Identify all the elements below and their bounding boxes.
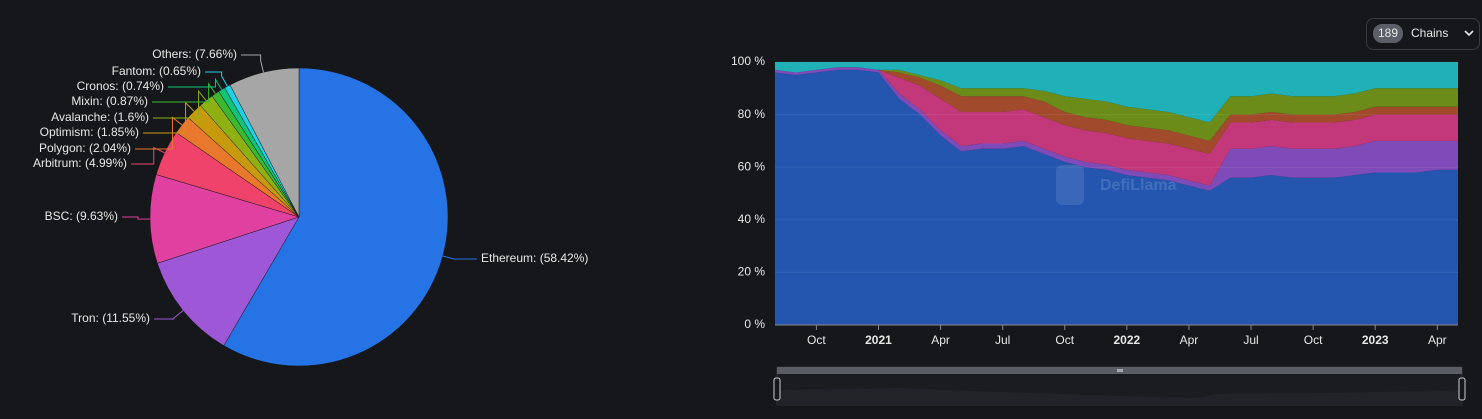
x-tick-label: Apr [1180, 333, 1199, 347]
chains-count: 189 [1378, 26, 1398, 40]
slice-label: BSC: (9.63%) [45, 209, 118, 223]
x-tick-label: Oct [807, 333, 826, 347]
slice-label: Fantom: (0.65%) [112, 64, 201, 78]
y-tick-label: 20 % [738, 265, 766, 279]
x-tick-label: Oct [1055, 333, 1074, 347]
x-tick-label: 2023 [1362, 333, 1389, 347]
range-slider[interactable] [773, 366, 1466, 406]
leader-line [153, 89, 207, 119]
leader-line [152, 82, 216, 103]
slice-label: Cronos: (0.74%) [77, 79, 164, 93]
slider-preview [777, 388, 1462, 405]
slice-label: Others: (7.66%) [152, 47, 237, 61]
leader-line [241, 54, 264, 73]
slice-label: Ethereum: (58.42%) [481, 251, 588, 265]
x-tick-label: 2021 [865, 333, 892, 347]
leader-line [154, 310, 184, 320]
leader-line [131, 146, 165, 165]
slice-label: Optimism: (1.85%) [40, 125, 139, 139]
leader-line [168, 77, 223, 90]
y-tick-label: 80 % [738, 107, 766, 121]
slider-handle-right[interactable] [1458, 377, 1466, 401]
y-tick-label: 60 % [738, 159, 766, 173]
slice-label: Polygon: (2.04%) [39, 141, 131, 155]
slice-label: Avalanche: (1.6%) [51, 110, 149, 124]
area-chart: 0 % 20 % 40 % 60 % 80 % 100 % Oct 2021 Apr Jul Oct… [731, 54, 1458, 347]
y-tick-label: 0 % [744, 317, 765, 331]
x-tick-label: Apr [1428, 333, 1447, 347]
watermark: DefiLlama [1056, 165, 1177, 205]
y-tick-label: 100 % [731, 54, 765, 68]
pie-slice [157, 216, 300, 346]
x-tick-label: Apr [931, 333, 950, 347]
leader-line [122, 216, 151, 220]
pie-chart: Ethereum: (58.42%) Tron: (11.55%) BSC: (9.… [33, 47, 588, 367]
y-tick-label: 40 % [738, 212, 766, 226]
slice-label: Tron: (11.55%) [71, 311, 150, 325]
x-tick-label: Oct [1304, 333, 1323, 347]
x-tick-label: 2022 [1113, 333, 1140, 347]
x-tick-label: Jul [1243, 333, 1258, 347]
x-tick-label: Jul [995, 333, 1010, 347]
watermark-text: DefiLlama [1100, 177, 1177, 194]
area-band [775, 62, 1458, 123]
chains-label: Chains [1411, 26, 1448, 40]
count-badge [1373, 24, 1403, 43]
watermark-icon [1056, 165, 1084, 205]
chains-button[interactable]: 189 Chains [1366, 18, 1480, 50]
pie-slice [149, 174, 300, 264]
pie-slice [223, 67, 449, 367]
area-band [775, 67, 1458, 141]
slider-handle-left[interactable] [773, 377, 781, 401]
area-band [775, 67, 1458, 186]
slider-grip [1117, 369, 1123, 372]
area-band [775, 69, 1458, 325]
area-band [775, 67, 1458, 191]
chevron [1464, 30, 1474, 37]
slice-label: Mixin: (0.87%) [71, 94, 148, 108]
leader-line [442, 255, 477, 260]
area-band [775, 67, 1458, 155]
leader-line [205, 71, 228, 87]
slice-label: Arbitrum: (4.99%) [33, 156, 127, 170]
